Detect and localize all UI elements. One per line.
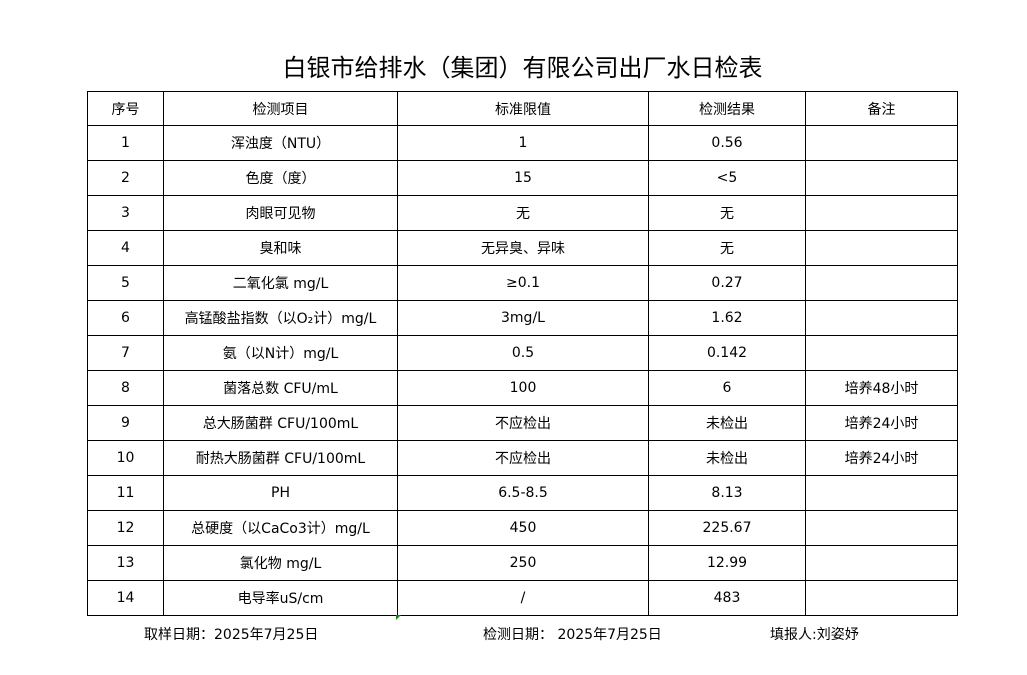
cell-seq[interactable]: 10: [87, 440, 164, 476]
reporter: 填报人:刘姿妤: [770, 627, 859, 643]
column-header-seq: 序号: [87, 91, 164, 126]
cell-standard[interactable]: 0.5: [397, 335, 649, 371]
cell-result[interactable]: 12.99: [648, 545, 806, 581]
table-row: 3 肉眼可见物无无: [87, 195, 958, 231]
cell-standard[interactable]: 无异臭、异味: [397, 230, 649, 266]
cell-result[interactable]: 未检出: [648, 440, 806, 476]
cell-standard[interactable]: /: [397, 580, 649, 616]
cell-item[interactable]: 总大肠菌群 CFU/100mL: [163, 405, 398, 441]
cell-remark[interactable]: [805, 335, 958, 371]
cell-standard[interactable]: 不应检出: [397, 405, 649, 441]
cell-standard[interactable]: ≥0.1: [397, 265, 649, 301]
table-row: 10 耐热大肠菌群 CFU/100mL 不应检出 未检出 培养24小时: [87, 440, 958, 476]
cell-result[interactable]: 0.56: [648, 125, 806, 161]
table-row: 5 二氧化氯 mg/L ≥0.1 0.27: [87, 265, 958, 301]
table-row: 11 PH 6.5-8.5 8.13: [87, 475, 958, 511]
cell-seq[interactable]: 12: [87, 510, 164, 546]
table-row: 14 电导率uS/cm/483: [87, 580, 958, 616]
cell-item[interactable]: PH: [163, 475, 398, 511]
table-row: 8 菌落总数 CFU/mL 100 6 培养48小时: [87, 370, 958, 406]
cell-standard[interactable]: 450: [397, 510, 649, 546]
cell-item[interactable]: 总硬度（以CaCo3计）mg/L: [163, 510, 398, 546]
cell-result[interactable]: 未检出: [648, 405, 806, 441]
cell-remark[interactable]: 培养24小时: [805, 440, 958, 476]
cell-seq[interactable]: 14: [87, 580, 164, 616]
table-row: 1 浑浊度（NTU） 1 0.56: [87, 125, 958, 161]
cell-result[interactable]: 无: [648, 195, 806, 231]
table-row: 9 总大肠菌群 CFU/100mL 不应检出 未检出 培养24小时: [87, 405, 958, 441]
cell-item[interactable]: 电导率uS/cm: [163, 580, 398, 616]
table-row: 4 臭和味 无异臭、异味无: [87, 230, 958, 266]
column-header-standard: 标准限值: [397, 91, 649, 126]
cell-item[interactable]: 肉眼可见物: [163, 195, 398, 231]
table-row: 2 色度（度） 15 <5: [87, 160, 958, 196]
cell-seq[interactable]: 13: [87, 545, 164, 581]
cell-seq[interactable]: 8: [87, 370, 164, 406]
cell-result[interactable]: 无: [648, 230, 806, 266]
cell-item[interactable]: 耐热大肠菌群 CFU/100mL: [163, 440, 398, 476]
cell-standard[interactable]: 不应检出: [397, 440, 649, 476]
test-date: 检测日期： 2025年7月25日: [483, 627, 662, 643]
cell-remark[interactable]: [805, 475, 958, 511]
cell-seq[interactable]: 7: [87, 335, 164, 371]
cell-result[interactable]: 1.62: [648, 300, 806, 336]
cell-remark[interactable]: [805, 300, 958, 336]
table-row: 13 氯化物 mg/L 250 12.99: [87, 545, 958, 581]
cell-item[interactable]: 氨（以N计）mg/L: [163, 335, 398, 371]
inspection-table: 序号 检测项目 标准限值 检测结果 备注 1 浑浊度（NTU） 1 0.56 2 色度（度） 15 <…: [87, 91, 958, 616]
cell-result[interactable]: 225.67: [648, 510, 806, 546]
cell-result[interactable]: 8.13: [648, 475, 806, 511]
cell-standard[interactable]: 250: [397, 545, 649, 581]
cell-seq[interactable]: 3: [87, 195, 164, 231]
cell-result[interactable]: <5: [648, 160, 806, 196]
cell-standard[interactable]: 无: [397, 195, 649, 231]
cell-standard[interactable]: 100: [397, 370, 649, 406]
cell-seq[interactable]: 2: [87, 160, 164, 196]
cell-seq[interactable]: 11: [87, 475, 164, 511]
cell-seq[interactable]: 4: [87, 230, 164, 266]
table-row: 6 高锰酸盐指数（以O₂计）mg/L 3mg/L 1.62: [87, 300, 958, 336]
cell-remark[interactable]: [805, 580, 958, 616]
cell-remark[interactable]: 培养24小时: [805, 405, 958, 441]
cell-item[interactable]: 臭和味: [163, 230, 398, 266]
cell-remark[interactable]: [805, 230, 958, 266]
page-title: 白银市给排水（集团）有限公司出厂水日检表: [282, 54, 763, 82]
table-row: 7 氨（以N计）mg/L 0.5 0.142: [87, 335, 958, 371]
cell-remark[interactable]: [805, 125, 958, 161]
cell-remark[interactable]: [805, 265, 958, 301]
cell-result[interactable]: 6: [648, 370, 806, 406]
cell-seq[interactable]: 9: [87, 405, 164, 441]
table-header: 序号 检测项目 标准限值 检测结果 备注: [87, 91, 958, 126]
cell-comment-marker: [396, 615, 401, 620]
cell-remark[interactable]: [805, 510, 958, 546]
cell-standard[interactable]: 6.5-8.5: [397, 475, 649, 511]
cell-seq[interactable]: 5: [87, 265, 164, 301]
cell-result[interactable]: 0.27: [648, 265, 806, 301]
cell-remark[interactable]: [805, 195, 958, 231]
cell-item[interactable]: 菌落总数 CFU/mL: [163, 370, 398, 406]
column-header-remark: 备注: [805, 91, 958, 126]
column-header-item: 检测项目: [163, 91, 398, 126]
cell-remark[interactable]: [805, 160, 958, 196]
cell-item[interactable]: 浑浊度（NTU）: [163, 125, 398, 161]
cell-remark[interactable]: 培养48小时: [805, 370, 958, 406]
cell-standard[interactable]: 1: [397, 125, 649, 161]
table-row: 12 总硬度（以CaCo3计）mg/L 450 225.67: [87, 510, 958, 546]
cell-result[interactable]: 483: [648, 580, 806, 616]
cell-standard[interactable]: 3mg/L: [397, 300, 649, 336]
cell-result[interactable]: 0.142: [648, 335, 806, 371]
cell-remark[interactable]: [805, 545, 958, 581]
column-header-result: 检测结果: [648, 91, 806, 126]
cell-item[interactable]: 色度（度）: [163, 160, 398, 196]
cell-item[interactable]: 氯化物 mg/L: [163, 545, 398, 581]
cell-standard[interactable]: 15: [397, 160, 649, 196]
cell-item[interactable]: 高锰酸盐指数（以O₂计）mg/L: [163, 300, 398, 336]
cell-item[interactable]: 二氧化氯 mg/L: [163, 265, 398, 301]
sampling-date: 取样日期：2025年7月25日: [144, 627, 319, 643]
cell-seq[interactable]: 6: [87, 300, 164, 336]
cell-seq[interactable]: 1: [87, 125, 164, 161]
